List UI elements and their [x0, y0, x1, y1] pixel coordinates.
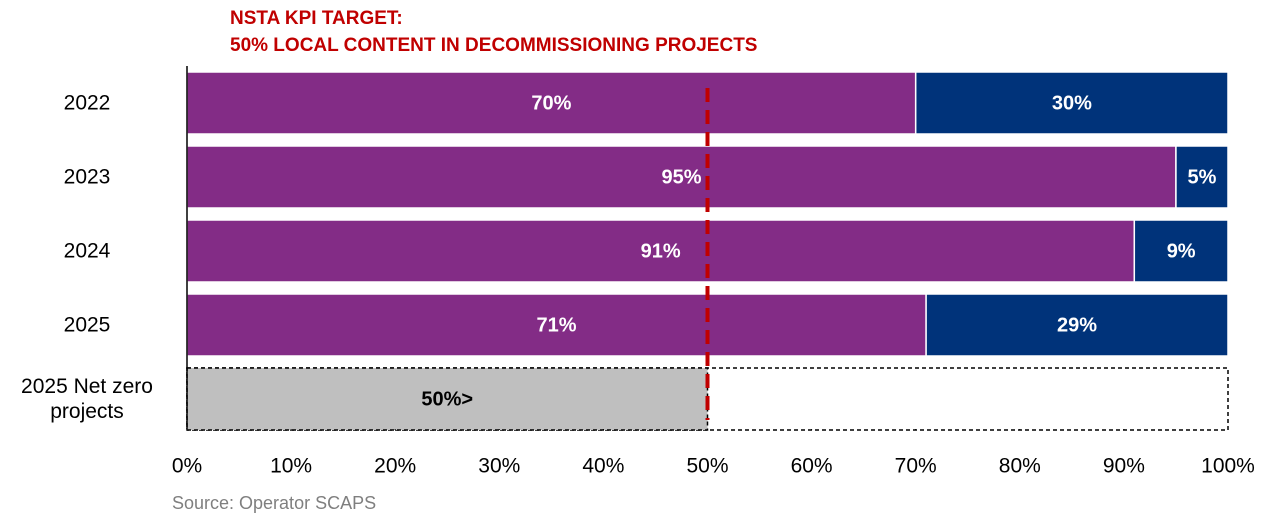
category-label: 2024	[63, 239, 111, 263]
x-tick-label: 40%	[582, 455, 624, 478]
bar-segment	[186, 71, 917, 135]
bar-segment	[186, 367, 709, 431]
bar-segment	[186, 219, 1136, 283]
x-tick-label: 0%	[172, 455, 202, 478]
x-tick-label: 100%	[1201, 455, 1255, 478]
bar-segment	[925, 293, 1229, 357]
data-label: 71%	[537, 314, 577, 336]
data-label: 29%	[1057, 314, 1097, 336]
data-label: 70%	[531, 92, 571, 114]
x-tick-label: 70%	[895, 455, 937, 478]
data-label: 9%	[1167, 240, 1196, 262]
chart-title: NSTA KPI TARGET:	[230, 8, 403, 29]
x-tick-label: 90%	[1103, 455, 1145, 478]
bar-segment	[914, 71, 1229, 135]
source-note: Source: Operator SCAPS	[172, 493, 376, 513]
data-label: 50%>	[421, 388, 473, 410]
bar-segment	[1175, 145, 1229, 209]
data-label: 5%	[1188, 166, 1217, 188]
chart-subtitle: 50% LOCAL CONTENT IN DECOMMISSIONING PRO…	[230, 35, 757, 56]
category-label: 2022	[63, 91, 111, 115]
x-tick-label: 20%	[374, 455, 416, 478]
x-tick-label: 60%	[791, 455, 833, 478]
category-label: 2023	[63, 165, 111, 189]
data-label: 91%	[641, 240, 681, 262]
data-label: 95%	[661, 166, 701, 188]
x-tick-label: 80%	[999, 455, 1041, 478]
data-label: 30%	[1052, 92, 1092, 114]
x-tick-label: 50%	[686, 455, 728, 478]
category-label: 2025 Net zero projects	[21, 375, 153, 423]
category-label: 2025	[63, 313, 111, 337]
bar-segment	[1133, 219, 1229, 283]
bar-segment	[186, 293, 927, 357]
x-tick-label: 10%	[270, 455, 312, 478]
x-tick-label: 30%	[478, 455, 520, 478]
